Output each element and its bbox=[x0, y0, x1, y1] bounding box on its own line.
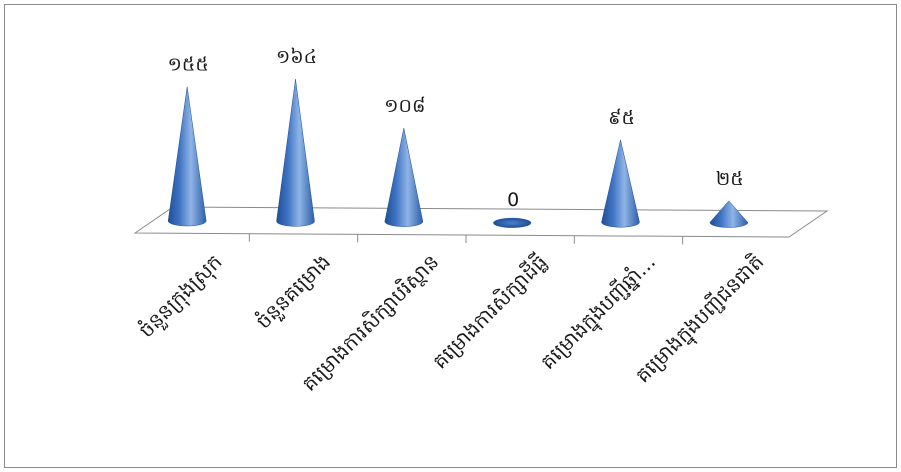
data-label: ១៥៥ bbox=[168, 54, 209, 76]
cone-bar bbox=[601, 139, 640, 228]
cone-bar bbox=[709, 200, 749, 228]
data-label: ២៥ bbox=[716, 168, 744, 190]
floor-plane bbox=[133, 206, 829, 238]
chart-floor bbox=[133, 206, 829, 245]
cone-bar bbox=[276, 79, 315, 227]
data-label: ១០៨ bbox=[384, 95, 425, 117]
data-label: ៩៥ bbox=[608, 107, 635, 129]
cone-bar bbox=[384, 127, 424, 227]
chart-frame: ១៥៥ ១៦៤១០៨ 0 ៩៥២៥ ចំនួនក្រុងស្រុក ចំនួនគម្រោ… bbox=[4, 4, 897, 468]
data-label: ១៦៤ bbox=[276, 46, 317, 68]
cone-bar bbox=[493, 217, 532, 228]
cone-bar bbox=[167, 86, 207, 227]
category-label: ចំនួនក្រុងស្រុក bbox=[133, 249, 228, 344]
category-label: ចំនួនគម្រោង bbox=[250, 249, 336, 335]
data-label: 0 bbox=[507, 189, 519, 211]
category-labels: ចំនួនក្រុងស្រុក ចំនួនគម្រោង គម្រោងការសិក្ស… bbox=[133, 249, 771, 396]
cone-series bbox=[167, 79, 749, 228]
category-label: គម្រោងការសិក្សាដីធ្លី bbox=[427, 249, 552, 374]
